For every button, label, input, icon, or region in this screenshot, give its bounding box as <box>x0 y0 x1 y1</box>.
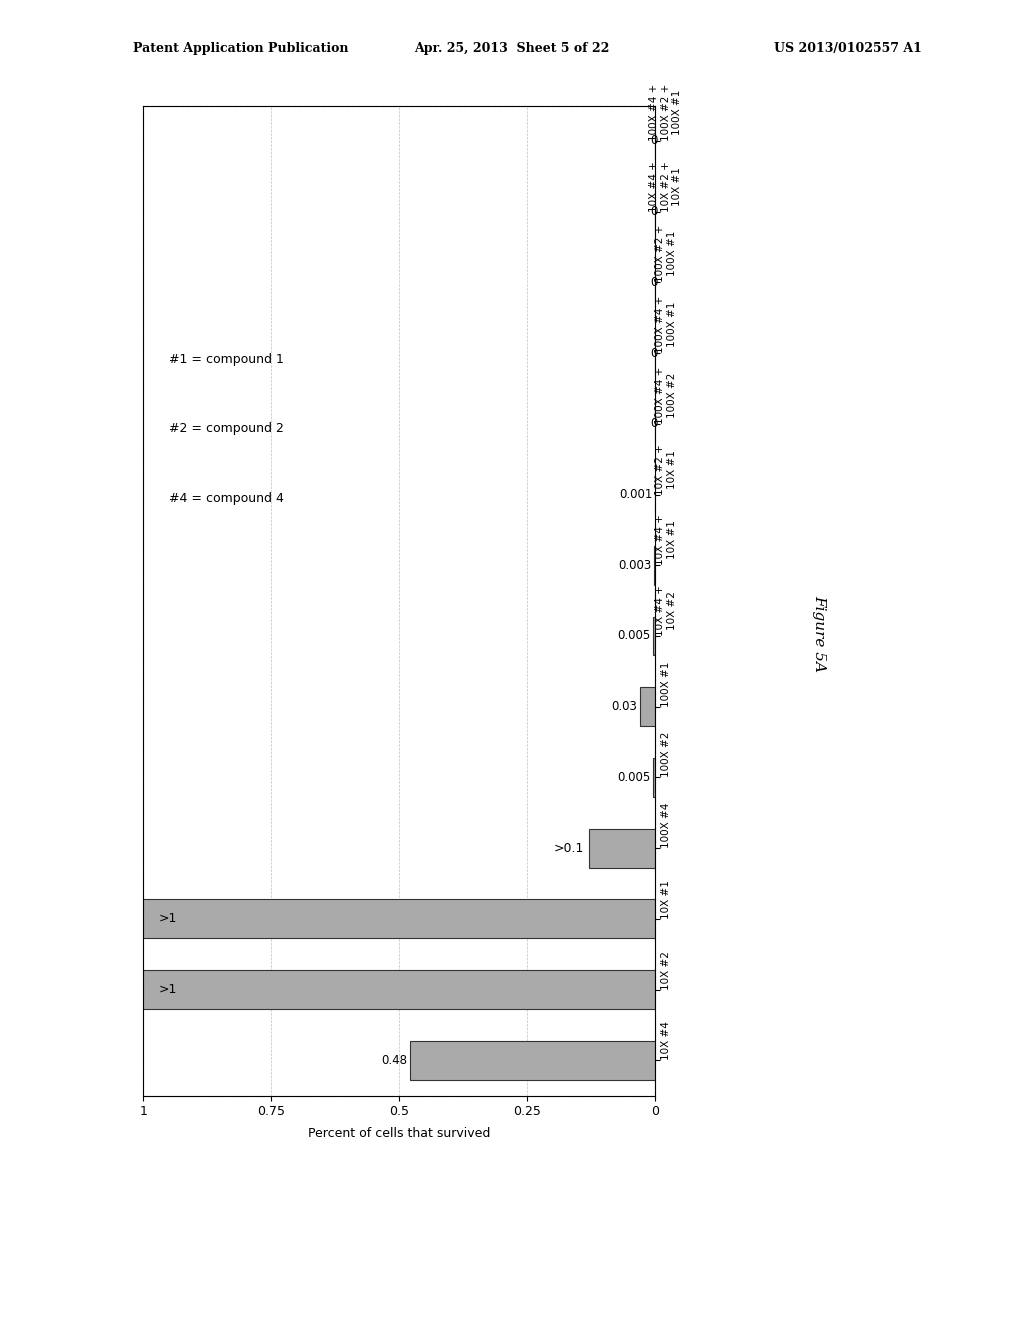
Bar <box>118 899 655 939</box>
Text: 0.005: 0.005 <box>617 630 650 643</box>
Text: #4 = compound 4: #4 = compound 4 <box>169 491 284 504</box>
Text: 0: 0 <box>650 135 657 148</box>
Text: Patent Application Publication: Patent Application Publication <box>133 42 348 55</box>
Text: #1 = compound 1: #1 = compound 1 <box>169 352 284 366</box>
Text: 0: 0 <box>650 276 657 289</box>
Bar <box>118 970 655 1008</box>
Text: Figure 5A: Figure 5A <box>812 595 826 672</box>
X-axis label: Percent of cells that survived: Percent of cells that survived <box>308 1127 490 1139</box>
Text: 0.003: 0.003 <box>618 558 651 572</box>
Bar <box>640 688 655 726</box>
Bar <box>654 545 655 585</box>
Bar <box>410 1040 655 1080</box>
Text: 0: 0 <box>650 417 657 430</box>
Text: 0: 0 <box>650 347 657 359</box>
Bar <box>143 106 655 1096</box>
Text: Apr. 25, 2013  Sheet 5 of 22: Apr. 25, 2013 Sheet 5 of 22 <box>415 42 609 55</box>
Text: >1: >1 <box>159 912 177 925</box>
Text: US 2013/0102557 A1: US 2013/0102557 A1 <box>774 42 922 55</box>
Text: >0.1: >0.1 <box>553 842 584 854</box>
Text: 0: 0 <box>650 205 657 218</box>
Text: >1: >1 <box>159 983 177 997</box>
Text: 0.48: 0.48 <box>381 1053 408 1067</box>
Bar <box>653 758 655 797</box>
Text: #2 = compound 2: #2 = compound 2 <box>169 422 284 436</box>
Text: 0.03: 0.03 <box>611 700 637 713</box>
Text: 0.001: 0.001 <box>618 488 652 502</box>
Bar <box>653 616 655 656</box>
Text: 0.005: 0.005 <box>617 771 650 784</box>
Bar <box>589 829 655 867</box>
